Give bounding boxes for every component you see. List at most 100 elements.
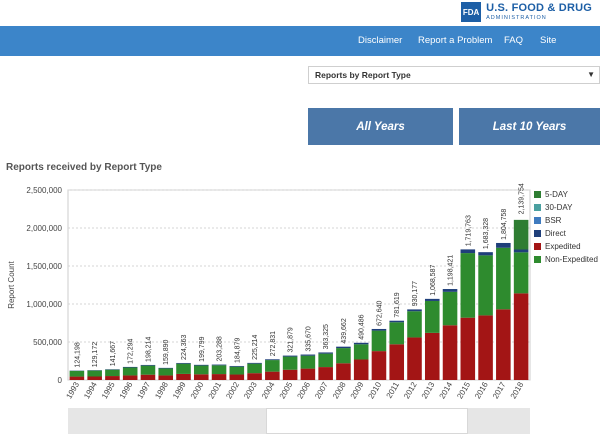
legend-swatch bbox=[534, 204, 541, 211]
bar-direct-2017 bbox=[496, 242, 511, 248]
x-tick-label: 2014 bbox=[438, 380, 455, 400]
total-label: 1,683,328 bbox=[483, 218, 490, 249]
bar-non-expedited-2016 bbox=[478, 255, 493, 316]
nav-faq[interactable]: FAQ bbox=[504, 35, 524, 46]
bar-non-expedited-2006 bbox=[300, 355, 316, 369]
bar-non-expedited-1997 bbox=[140, 365, 156, 375]
bar-direct-2011 bbox=[389, 320, 405, 323]
bar-non-expedited-2002 bbox=[229, 366, 245, 375]
report-type-select[interactable]: Reports by Report Type ▼ bbox=[308, 66, 600, 84]
total-label: 198,214 bbox=[145, 337, 152, 362]
fda-title: U.S. FOOD & DRUG bbox=[486, 1, 592, 14]
x-tick-label: 1993 bbox=[64, 380, 81, 400]
total-label: 930,177 bbox=[412, 281, 419, 306]
total-label: 129,172 bbox=[92, 342, 99, 367]
bar-expedited-2005 bbox=[282, 369, 298, 380]
total-label: 141,667 bbox=[110, 341, 117, 366]
bar-direct-2001 bbox=[211, 364, 227, 366]
bar-non-expedited-2008 bbox=[336, 348, 351, 364]
report-type-selected: Reports by Report Type bbox=[315, 70, 411, 80]
all-years-button[interactable]: All Years bbox=[308, 108, 453, 145]
legend-label: Expedited bbox=[545, 242, 581, 251]
total-label: 781,619 bbox=[394, 292, 401, 317]
total-label: 159,890 bbox=[163, 339, 170, 364]
fda-logo[interactable]: FDA U.S. FOOD & DRUG ADMINISTRATION bbox=[461, 0, 592, 24]
bottom-scroll-thumb[interactable] bbox=[266, 408, 468, 434]
bar-direct-1998 bbox=[158, 367, 174, 369]
legend-swatch bbox=[534, 217, 541, 224]
legend-label: BSR bbox=[545, 216, 562, 225]
bar-non-expedited-2018 bbox=[513, 252, 529, 294]
total-label: 321,879 bbox=[288, 327, 295, 352]
x-tick-label: 2003 bbox=[242, 380, 259, 400]
y-tick-label: 2,500,000 bbox=[26, 186, 62, 195]
fda-subtitle: ADMINISTRATION bbox=[486, 14, 547, 21]
bar-direct-2018 bbox=[513, 249, 529, 253]
legend-label: 5-DAY bbox=[545, 190, 569, 199]
y-tick-label: 0 bbox=[58, 376, 63, 385]
total-label: 1,719,763 bbox=[465, 215, 472, 246]
y-tick-label: 2,000,000 bbox=[26, 224, 62, 233]
bar-expedited-2011 bbox=[389, 344, 405, 380]
bar-non-expedited-2003 bbox=[247, 363, 262, 374]
y-tick-label: 500,000 bbox=[33, 338, 62, 347]
nav-disclaimer[interactable]: Disclaimer bbox=[358, 35, 403, 46]
total-label: 199,799 bbox=[199, 336, 206, 361]
bar-expedited-2017 bbox=[496, 309, 511, 380]
bar-direct-2000 bbox=[193, 364, 209, 366]
bar-direct-2002 bbox=[229, 365, 245, 367]
bar-expedited-2000 bbox=[193, 374, 209, 380]
bar-non-expedited-1993 bbox=[69, 370, 85, 377]
bar-non-expedited-2000 bbox=[193, 365, 209, 375]
bar-non-expedited-2001 bbox=[211, 365, 227, 375]
bar-5-day-2018 bbox=[513, 219, 529, 250]
chart-title: Reports received by Report Type bbox=[6, 162, 162, 173]
bar-direct-2004 bbox=[265, 359, 280, 361]
nav-report-problem[interactable]: Report a Problem bbox=[418, 35, 493, 46]
x-tick-label: 1996 bbox=[118, 380, 135, 400]
legend-swatch bbox=[534, 191, 541, 198]
bar-non-expedited-2014 bbox=[442, 291, 458, 326]
bar-direct-1999 bbox=[176, 362, 191, 364]
legend-swatch bbox=[534, 230, 541, 237]
x-tick-label: 1997 bbox=[136, 380, 153, 400]
x-tick-label: 2006 bbox=[295, 380, 312, 400]
bar-expedited-2003 bbox=[247, 373, 262, 380]
bar-expedited-1998 bbox=[158, 375, 174, 380]
bar-expedited-2012 bbox=[407, 337, 422, 380]
bar-non-expedited-2010 bbox=[371, 330, 387, 352]
fda-badge-icon: FDA bbox=[461, 2, 482, 22]
bar-direct-2007 bbox=[318, 352, 333, 354]
fda-wordmark: U.S. FOOD & DRUG ADMINISTRATION bbox=[486, 1, 592, 22]
x-tick-label: 2001 bbox=[207, 380, 224, 400]
bar-non-expedited-2015 bbox=[460, 253, 476, 318]
x-tick-label: 2009 bbox=[349, 380, 366, 400]
bar-non-expedited-2009 bbox=[353, 344, 369, 360]
legend-label: 30-DAY bbox=[545, 203, 573, 212]
bar-expedited-1997 bbox=[140, 374, 156, 380]
bar-expedited-2006 bbox=[300, 368, 316, 380]
bar-direct-2014 bbox=[442, 289, 458, 292]
total-label: 224,363 bbox=[181, 335, 188, 360]
legend-swatch bbox=[534, 256, 541, 263]
report-type-chart: 0 500,000 1,000,000 1,500,000 2,000,000 2,500… bbox=[7, 183, 598, 400]
x-tick-label: 2012 bbox=[402, 380, 419, 400]
total-label: 672,640 bbox=[376, 300, 383, 325]
last-10-years-button[interactable]: Last 10 Years bbox=[459, 108, 600, 145]
bar-direct-2016 bbox=[478, 252, 493, 256]
bar-expedited-1994 bbox=[87, 376, 102, 380]
bar-direct-2009 bbox=[353, 342, 369, 345]
top-bar: FDA U.S. FOOD & DRUG ADMINISTRATION bbox=[0, 0, 600, 26]
nav-site-feedback[interactable]: Site Feedback bbox=[540, 35, 582, 76]
bar-direct-2012 bbox=[407, 309, 422, 312]
x-tick-label: 2004 bbox=[260, 380, 277, 400]
x-tick-label: 2008 bbox=[331, 380, 348, 400]
bar-expedited-2013 bbox=[424, 332, 440, 380]
bar-non-expedited-2004 bbox=[265, 360, 280, 372]
x-tick-label: 2010 bbox=[367, 380, 384, 400]
bar-direct-2006 bbox=[300, 354, 316, 356]
bar-expedited-1996 bbox=[122, 375, 138, 380]
x-tick-label: 1995 bbox=[100, 380, 117, 400]
total-label: 172,294 bbox=[128, 338, 135, 363]
total-label: 272,831 bbox=[270, 331, 277, 356]
